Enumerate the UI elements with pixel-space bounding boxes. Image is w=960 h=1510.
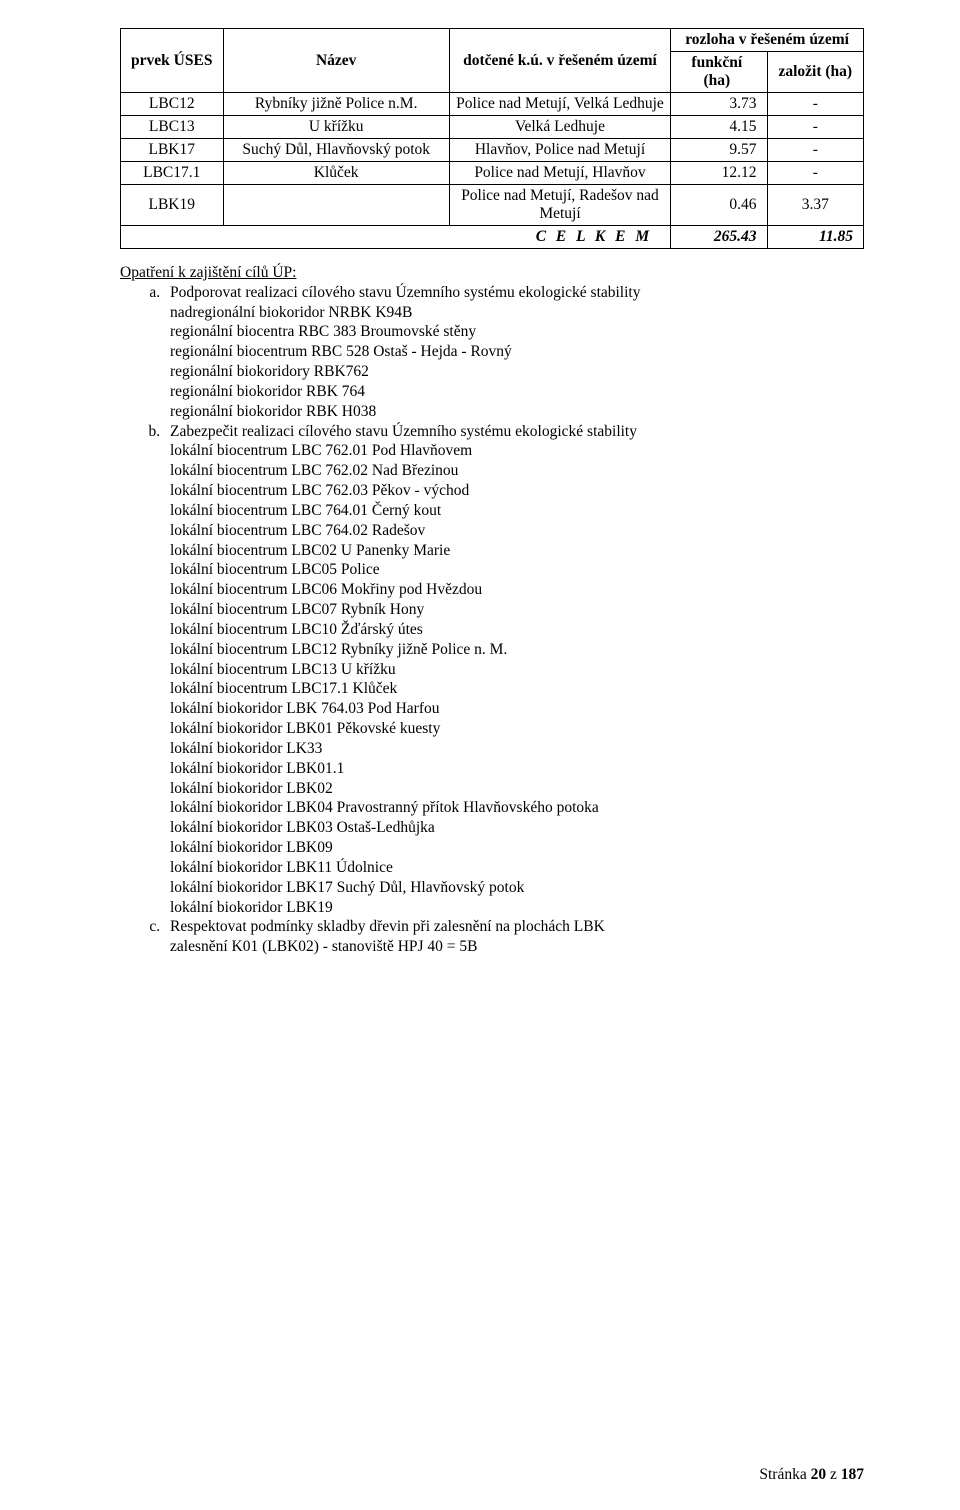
measure-item-a: Podporovat realizaci cílového stavu Územ… <box>164 283 864 422</box>
measure-a-lines: nadregionální biokoridor NRBK K94B regio… <box>170 303 864 422</box>
th-dotcene: dotčené k.ú. v řešeném území <box>449 29 670 93</box>
measures-heading: Opatření k zajištění cílů ÚP: <box>120 263 864 283</box>
list-item: lokální biokoridor LBK03 Ostaš-Ledhůjka <box>170 818 864 838</box>
th-funkcni: funkční (ha) <box>671 52 767 93</box>
list-item: lokální biokoridor LBK01.1 <box>170 759 864 779</box>
table-row: LBC17.1 Klůček Police nad Metují, Hlavňo… <box>121 162 864 185</box>
measure-item-c: Respektovat podmínky skladby dřevin při … <box>164 917 864 957</box>
th-prvek: prvek ÚSES <box>121 29 224 93</box>
list-item: lokální biokoridor LBK17 Suchý Důl, Hlav… <box>170 878 864 898</box>
list-item: lokální biocentrum LBC 762.03 Pěkov - vý… <box>170 481 864 501</box>
measure-item-b: Zabezpečit realizaci cílového stavu Územ… <box>164 422 864 918</box>
footer-prefix: Stránka <box>759 1466 810 1483</box>
list-item: lokální biocentrum LBC 762.02 Nad Březin… <box>170 461 864 481</box>
list-item: lokální biokoridor LBK09 <box>170 838 864 858</box>
list-item: lokální biocentrum LBC12 Rybníky jižně P… <box>170 640 864 660</box>
list-item: lokální biocentrum LBC17.1 Klůček <box>170 679 864 699</box>
list-item: lokální biocentrum LBC07 Rybník Hony <box>170 600 864 620</box>
measures-block: Opatření k zajištění cílů ÚP: Podporovat… <box>120 263 864 957</box>
list-item: lokální biokoridor LK33 <box>170 739 864 759</box>
page-footer: Stránka 20 z 187 <box>759 1466 864 1484</box>
measure-a-lead: Podporovat realizaci cílového stavu Územ… <box>170 284 640 301</box>
footer-suffix: z <box>826 1466 841 1483</box>
th-nazev: Název <box>223 29 449 93</box>
list-item: lokální biocentrum LBC 762.01 Pod Hlavňo… <box>170 441 864 461</box>
list-item: lokální biokoridor LBK 764.03 Pod Harfou <box>170 699 864 719</box>
table-total-row: C E L K E M 265.43 11.85 <box>121 226 864 249</box>
table-row: LBK17 Suchý Důl, Hlavňovský potok Hlavňo… <box>121 139 864 162</box>
list-item: zalesnění K01 (LBK02) - stanoviště HPJ 4… <box>170 937 864 957</box>
list-item: lokální biocentrum LBC 764.01 Černý kout <box>170 501 864 521</box>
table-row: LBC12 Rybníky jižně Police n.M. Police n… <box>121 93 864 116</box>
list-item: regionální biocentrum RBC 528 Ostaš - He… <box>170 342 864 362</box>
list-item: lokální biokoridor LBK11 Údolnice <box>170 858 864 878</box>
list-item: lokální biocentrum LBC 764.02 Radešov <box>170 521 864 541</box>
list-item: lokální biokoridor LBK04 Pravostranný př… <box>170 798 864 818</box>
measure-b-lead: Zabezpečit realizaci cílového stavu Územ… <box>170 423 637 440</box>
table-row: LBC13 U křížku Velká Ledhuje 4.15 - <box>121 116 864 139</box>
th-rozloha: rozloha v řešeném území <box>671 29 864 52</box>
th-zalozit: založit (ha) <box>767 52 863 93</box>
measure-c-lead: Respektovat podmínky skladby dřevin při … <box>170 918 605 935</box>
list-item: lokální biocentrum LBC13 U křížku <box>170 660 864 680</box>
list-item: lokální biocentrum LBC02 U Panenky Marie <box>170 541 864 561</box>
list-item: lokální biocentrum LBC05 Police <box>170 560 864 580</box>
list-item: lokální biocentrum LBC10 Žďárský útes <box>170 620 864 640</box>
list-item: lokální biokoridor LBK19 <box>170 898 864 918</box>
list-item: lokální biokoridor LBK02 <box>170 779 864 799</box>
list-item: regionální biokoridor RBK 764 <box>170 382 864 402</box>
table-row: LBK19 Police nad Metují, Radešov nad Met… <box>121 185 864 226</box>
list-item: nadregionální biokoridor NRBK K94B <box>170 303 864 323</box>
list-item: regionální biocentra RBC 383 Broumovské … <box>170 322 864 342</box>
footer-page-total: 187 <box>841 1466 864 1483</box>
list-item: lokální biocentrum LBC06 Mokřiny pod Hvě… <box>170 580 864 600</box>
measure-c-lines: zalesnění K01 (LBK02) - stanoviště HPJ 4… <box>170 937 864 957</box>
list-item: lokální biokoridor LBK01 Pěkovské kuesty <box>170 719 864 739</box>
uses-table: prvek ÚSES Název dotčené k.ú. v řešeném … <box>120 28 864 249</box>
measure-b-lines: lokální biocentrum LBC 762.01 Pod Hlavňo… <box>170 441 864 917</box>
total-label: C E L K E M <box>536 228 652 245</box>
list-item: regionální biokoridory RBK762 <box>170 362 864 382</box>
footer-page-num: 20 <box>811 1466 827 1483</box>
list-item: regionální biokoridor RBK H038 <box>170 402 864 422</box>
